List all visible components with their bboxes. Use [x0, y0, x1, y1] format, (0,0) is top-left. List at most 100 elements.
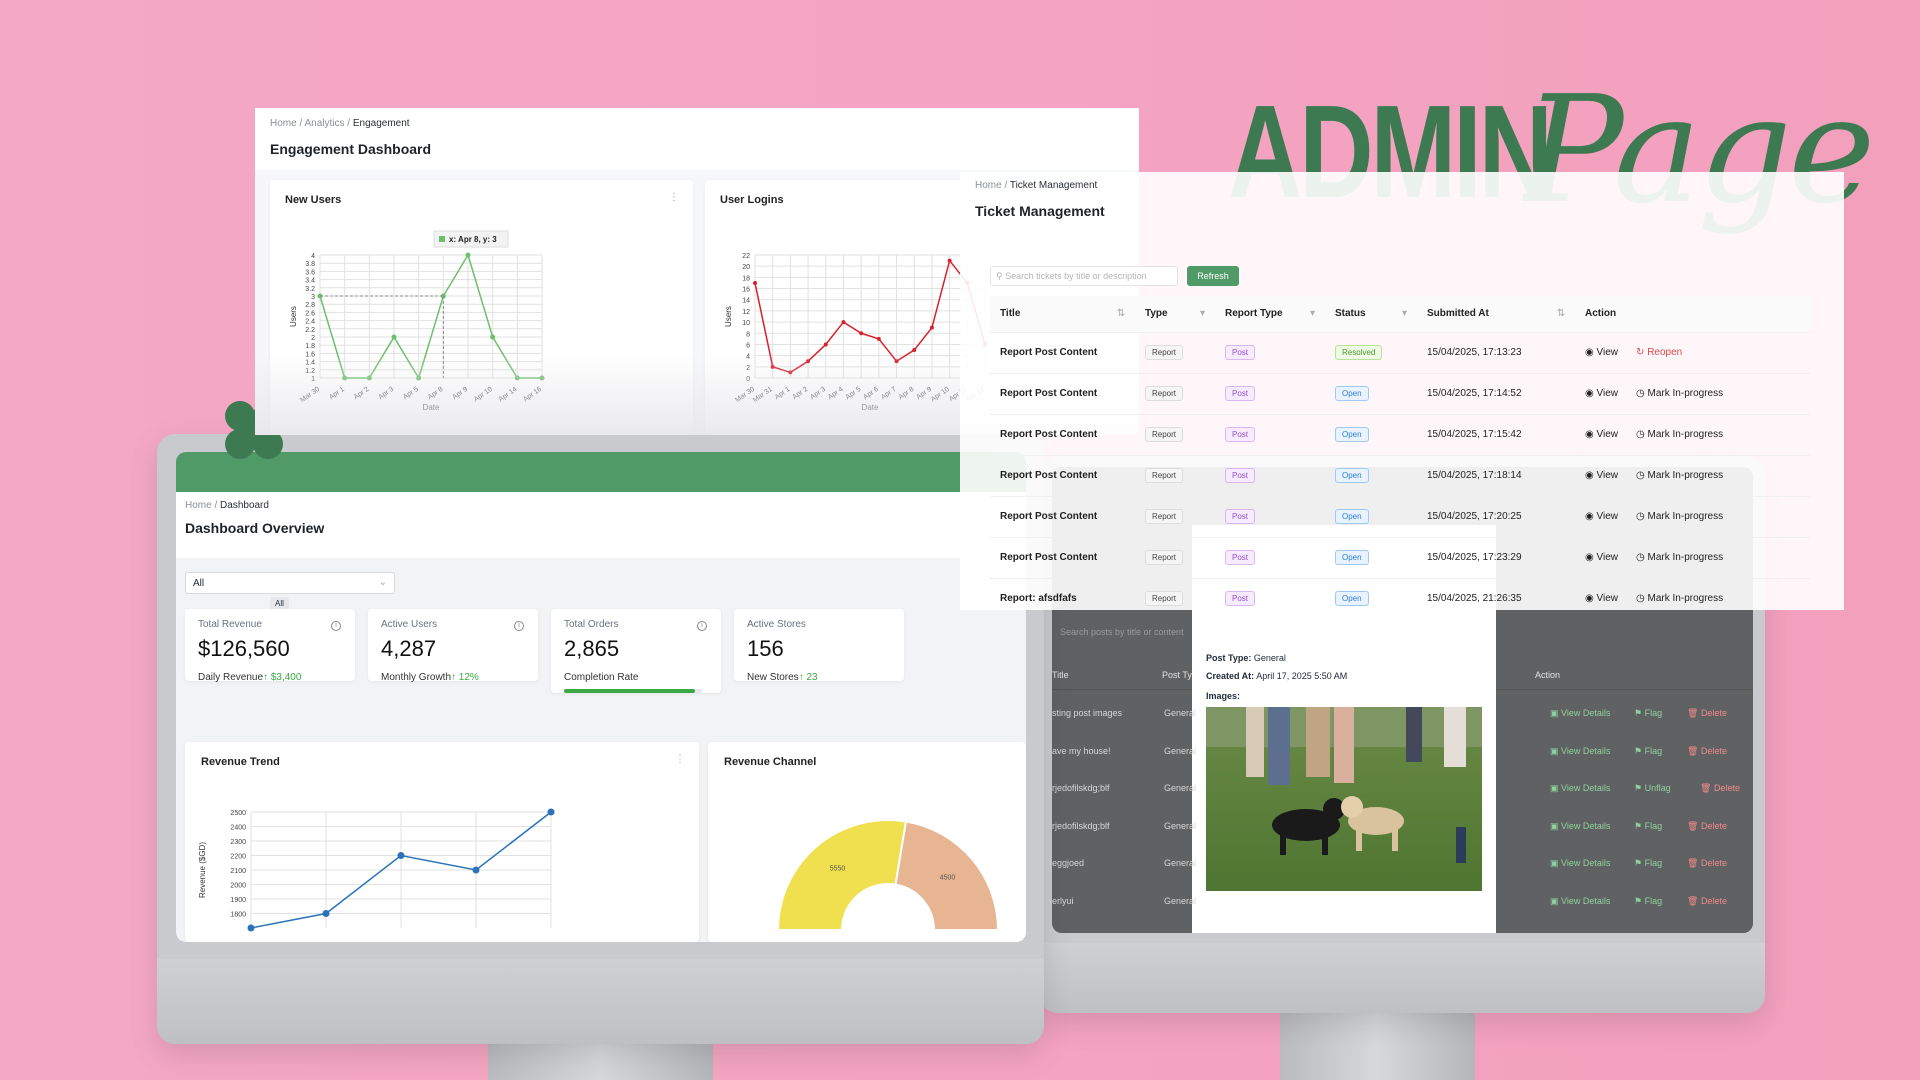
table-row[interactable]: sting post images General ▣ View Details ⚑ …: [1052, 700, 1753, 730]
delete-button[interactable]: 🗑 Delete: [1687, 858, 1727, 869]
table-row[interactable]: aby ClubGeneral▣ View Details⚑ Flag🗑 Del…: [1052, 925, 1753, 933]
data-point[interactable]: [947, 258, 952, 263]
mark-in-progress-button[interactable]: ◷ Mark In-progress: [1636, 470, 1723, 481]
view-details-button[interactable]: ▣ View Details: [1550, 783, 1610, 794]
column-header[interactable]: Submitted At ⇅: [1427, 308, 1565, 320]
mark-in-progress-button[interactable]: ◷ Mark In-progress: [1636, 511, 1723, 522]
crumb-analytics[interactable]: Analytics: [304, 118, 345, 129]
posts-search[interactable]: Search posts by title or content: [1060, 627, 1184, 637]
column-header[interactable]: Report Type ▾: [1225, 308, 1315, 320]
post-image[interactable]: [1206, 707, 1482, 891]
info-icon[interactable]: i: [331, 621, 341, 631]
ticket-search-input[interactable]: ⚲ Search tickets by title or description: [990, 266, 1178, 286]
view-button[interactable]: ◉ View: [1585, 388, 1618, 399]
table-row[interactable]: Report: afsdfafs Report Post Open 15/04/2025…: [990, 578, 1810, 610]
table-row[interactable]: Report Post Content Report Post Open 15/04/2…: [990, 537, 1810, 578]
table-row[interactable]: Report Post Content Report Post Open 15/04/2…: [990, 414, 1810, 455]
flag-button[interactable]: ⚑ Unflag: [1634, 783, 1671, 794]
stat-card: Active Stores 156 New Stores↑ 23: [734, 609, 904, 683]
refresh-button[interactable]: Refresh: [1187, 266, 1239, 286]
y-tick-label: 12: [742, 309, 750, 316]
data-point[interactable]: [859, 331, 864, 336]
view-button[interactable]: ◉ View: [1585, 347, 1618, 358]
filter-icon[interactable]: ▾: [1199, 308, 1205, 320]
delete-button[interactable]: 🗑 Delete: [1700, 783, 1740, 794]
column-header[interactable]: Status ▾: [1335, 308, 1407, 320]
flag-button[interactable]: ⚑ Flag: [1634, 896, 1662, 907]
view-button[interactable]: ◉ View: [1585, 593, 1618, 604]
reopen-button[interactable]: ↻ Reopen: [1636, 347, 1682, 358]
filter-icon[interactable]: ▾: [1401, 308, 1407, 320]
eye-icon: ◉: [1585, 552, 1597, 563]
table-row[interactable]: ave my house! General ▣ View Details ⚑ Flag…: [1052, 738, 1753, 768]
data-point[interactable]: [490, 334, 496, 340]
flag-button[interactable]: ⚑ Flag: [1634, 708, 1662, 719]
table-row[interactable]: Report Post Content Report Post Resolved 15/…: [990, 332, 1810, 373]
filter-icon[interactable]: ▾: [1309, 308, 1315, 320]
data-point[interactable]: [823, 342, 828, 347]
data-point[interactable]: [247, 924, 255, 932]
view-button[interactable]: ◉ View: [1585, 552, 1618, 563]
data-point[interactable]: [391, 334, 397, 340]
reload-icon: ↻: [1636, 347, 1648, 358]
data-point[interactable]: [397, 852, 405, 859]
data-point[interactable]: [472, 866, 480, 874]
data-point[interactable]: [465, 252, 471, 258]
info-icon[interactable]: i: [697, 621, 707, 631]
data-point[interactable]: [753, 280, 757, 285]
delete-button[interactable]: 🗑 Delete: [1687, 896, 1727, 907]
revenue-channel-title: Revenue Channel: [724, 756, 817, 768]
table-row[interactable]: eggjoed General ▣ View Details ⚑ Flag 🗑 Dele…: [1052, 850, 1753, 880]
view-details-button[interactable]: ▣ View Details: [1550, 896, 1610, 907]
data-point[interactable]: [841, 320, 846, 325]
table-row[interactable]: Report Post Content Report Post Open 15/04/2…: [990, 496, 1810, 537]
data-point[interactable]: [876, 336, 881, 341]
view-details-button[interactable]: ▣ View Details: [1550, 746, 1610, 757]
crumb-home[interactable]: Home: [270, 118, 297, 129]
more-icon[interactable]: ⋮: [675, 754, 685, 765]
view-button[interactable]: ◉ View: [1585, 429, 1618, 440]
more-icon[interactable]: ⋮: [669, 192, 679, 203]
view-details-button[interactable]: ▣ View Details: [1550, 708, 1610, 719]
data-point[interactable]: [912, 348, 917, 353]
mark-in-progress-button[interactable]: ◷ Mark In-progress: [1636, 429, 1723, 440]
table-row[interactable]: Report Post Content Report Post Open 15/04/2…: [990, 455, 1810, 496]
pie-slice[interactable]: [894, 820, 1000, 931]
clock-icon: ◷: [1636, 470, 1648, 481]
mark-in-progress-button[interactable]: ◷ Mark In-progress: [1636, 593, 1723, 604]
table-row[interactable]: Report Post Content Report Post Open 15/04/2…: [990, 373, 1810, 414]
y-tick-label: 2400: [230, 825, 246, 832]
data-point[interactable]: [547, 808, 555, 816]
sort-icon[interactable]: ⇅: [1116, 308, 1125, 320]
flag-button[interactable]: ⚑ Flag: [1634, 821, 1662, 832]
delete-button[interactable]: 🗑 Delete: [1687, 821, 1727, 832]
column-header[interactable]: Title ⇅: [1000, 308, 1125, 320]
flag-button[interactable]: ⚑ Flag: [1634, 858, 1662, 869]
crumb-home[interactable]: Home: [185, 500, 212, 511]
table-row[interactable]: rjedofilskdg;blf General ▣ View Details ⚑ U…: [1052, 775, 1753, 805]
mark-in-progress-button[interactable]: ◷ Mark In-progress: [1636, 552, 1723, 563]
y-tick-label: 16: [742, 287, 750, 294]
flag-icon: ⚑: [1634, 858, 1645, 868]
table-row[interactable]: erlyui General ▣ View Details ⚑ Flag 🗑 Delet…: [1052, 888, 1753, 918]
view-button[interactable]: ◉ View: [1585, 470, 1618, 481]
view-details-button[interactable]: ▣ View Details: [1550, 821, 1610, 832]
delete-button[interactable]: 🗑 Delete: [1687, 708, 1727, 719]
crumb-home[interactable]: Home: [975, 180, 1002, 191]
table-row[interactable]: rjedofilskdg;blf General ▣ View Details ⚑ F…: [1052, 813, 1753, 843]
view-button[interactable]: ◉ View: [1585, 511, 1618, 522]
mark-in-progress-button[interactable]: ◷ Mark In-progress: [1636, 388, 1723, 399]
data-point[interactable]: [929, 325, 934, 330]
data-point[interactable]: [322, 910, 330, 917]
info-icon[interactable]: i: [514, 621, 524, 631]
flag-button[interactable]: ⚑ Flag: [1634, 746, 1662, 757]
column-header[interactable]: Type ▾: [1145, 308, 1205, 320]
action-cell: ◉ View ◷ Mark In-progress: [1575, 496, 1810, 537]
y-tick-label: 6: [746, 342, 750, 349]
type-tag: Report: [1145, 591, 1184, 607]
filter-select[interactable]: All ⌄: [185, 572, 395, 594]
delete-button[interactable]: 🗑 Delete: [1687, 746, 1727, 757]
pie-slice[interactable]: [776, 819, 908, 931]
sort-icon[interactable]: ⇅: [1556, 308, 1565, 320]
view-details-button[interactable]: ▣ View Details: [1550, 858, 1610, 869]
